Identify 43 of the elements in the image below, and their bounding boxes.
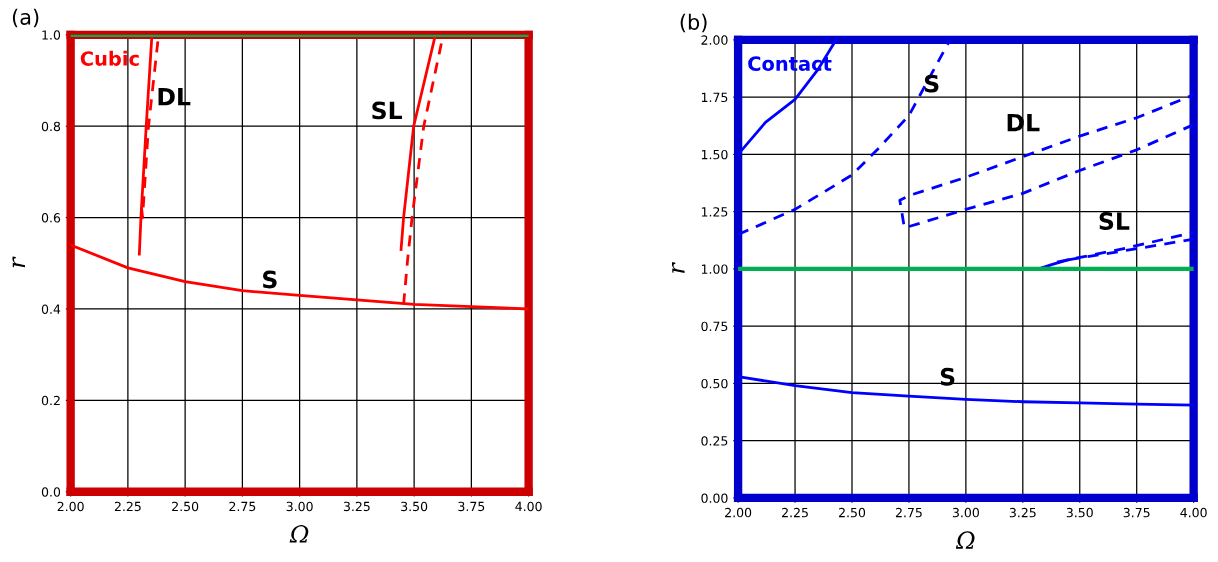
y-tick-label: 0.0 [41,487,61,497]
x-tick-label: 4.00 [1180,507,1207,518]
y-tick-label: 0.2 [41,395,60,406]
x-axis-title: Ω [955,531,975,549]
y-tick-label: 0.6 [41,213,61,223]
x-tick-label: 3.25 [1009,507,1036,518]
x-tick-label: 3.50 [1066,507,1093,518]
annotation: SL [1099,212,1130,230]
x-tick-label: 3.25 [343,501,370,512]
annotation: S [263,270,277,289]
x-tick-label: 2.75 [229,501,256,512]
x-tick-label: 2.50 [838,507,866,518]
y-tick-label: 0.75 [701,321,728,332]
y-tick-label: 1.75 [701,92,728,103]
x-tick-label: 3.75 [458,501,485,512]
y-tick-label: 0.8 [41,121,61,132]
annotation: SL [372,101,403,120]
x-tick-label: 2.25 [114,501,141,512]
y-tick-label: 0.25 [701,436,728,446]
y-tick-label: 1.25 [701,207,728,217]
x-tick-label: 3.00 [286,501,313,512]
x-axis-title: Ω [289,525,309,543]
x-tick-label: 4.00 [515,501,542,512]
x-tick-label: 2.75 [895,507,922,518]
y-tick-label: 0.4 [41,304,61,314]
x-tick-label: 3.50 [401,501,428,512]
x-tick-label: 2.50 [172,501,199,512]
y-tick-label: 0.50 [701,378,728,389]
y-tick-label: 0.00 [701,493,728,503]
text: (a) [12,8,39,28]
y-tick-label: 1.0 [42,30,61,40]
y-tick-label: 2.00 [701,35,728,45]
y-tick-label: 1.50 [701,149,728,160]
x-tick-label: 2.00 [57,501,84,512]
x-tick-label: 2.00 [725,507,752,518]
y-axis-title: r [671,262,685,273]
x-tick-label: 3.00 [952,507,979,518]
y-tick-label: 1.00 [701,264,728,274]
x-tick-label: 3.75 [1123,507,1150,518]
text: (b) [680,13,707,33]
x-tick-label: 2.25 [782,507,808,518]
y-axis-title: r [12,256,26,268]
annotation: S [924,74,939,93]
